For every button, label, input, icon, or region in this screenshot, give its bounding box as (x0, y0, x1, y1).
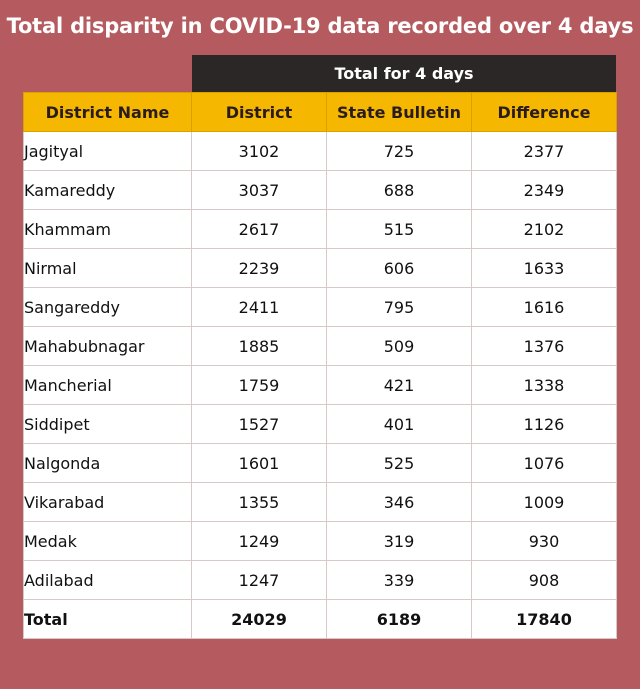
data-table: District Name District State Bulletin Di… (23, 92, 617, 639)
difference-cell: 1076 (471, 443, 617, 483)
district-value-cell: 1247 (191, 560, 327, 600)
district-value-cell: 1527 (191, 404, 327, 444)
table-row: Jagityal 3102 725 2377 (23, 131, 617, 171)
district-value-cell: 2239 (191, 248, 327, 288)
table-row: Nalgonda 1601 525 1076 (23, 443, 617, 483)
district-value-cell: 1355 (191, 482, 327, 522)
district-name-cell: Vikarabad (23, 482, 192, 522)
district-value-cell: 3037 (191, 170, 327, 210)
total-row: Total 24029 6189 17840 (23, 599, 617, 639)
state-bulletin-cell: 515 (326, 209, 472, 249)
total-district-name-cell: Total (23, 599, 192, 639)
district-name-cell: Mancherial (23, 365, 192, 405)
district-name-cell: Nalgonda (23, 443, 192, 483)
state-bulletin-cell: 319 (326, 521, 472, 561)
district-name-cell: Nirmal (23, 248, 192, 288)
state-bulletin-cell: 346 (326, 482, 472, 522)
column-header-difference: Difference (471, 92, 617, 132)
table-row: Adilabad 1247 339 908 (23, 560, 617, 600)
state-bulletin-cell: 509 (326, 326, 472, 366)
district-name-cell: Khammam (23, 209, 192, 249)
state-bulletin-cell: 339 (326, 560, 472, 600)
table-row: Mancherial 1759 421 1338 (23, 365, 617, 405)
district-name-cell: Medak (23, 521, 192, 561)
state-bulletin-cell: 795 (326, 287, 472, 327)
state-bulletin-cell: 606 (326, 248, 472, 288)
table-row: Vikarabad 1355 346 1009 (23, 482, 617, 522)
state-bulletin-cell: 525 (326, 443, 472, 483)
table-row: Khammam 2617 515 2102 (23, 209, 617, 249)
district-name-cell: Siddipet (23, 404, 192, 444)
state-bulletin-cell: 421 (326, 365, 472, 405)
district-name-cell: Jagityal (23, 131, 192, 171)
difference-cell: 1616 (471, 287, 617, 327)
difference-cell: 1009 (471, 482, 617, 522)
district-value-cell: 1601 (191, 443, 327, 483)
header-row: District Name District State Bulletin Di… (23, 92, 617, 132)
table-row: Mahabubnagar 1885 509 1376 (23, 326, 617, 366)
difference-cell: 930 (471, 521, 617, 561)
column-header-district-name: District Name (23, 92, 192, 132)
column-header-state-bulletin: State Bulletin (326, 92, 472, 132)
difference-cell: 2377 (471, 131, 617, 171)
district-value-cell: 1759 (191, 365, 327, 405)
chart-title: Total disparity in COVID-19 data recorde… (6, 14, 634, 38)
district-value-cell: 1249 (191, 521, 327, 561)
total-difference-cell: 17840 (471, 599, 617, 639)
table-row: Medak 1249 319 930 (23, 521, 617, 561)
state-bulletin-cell: 688 (326, 170, 472, 210)
district-name-cell: Adilabad (23, 560, 192, 600)
difference-cell: 2349 (471, 170, 617, 210)
table-body: Jagityal 3102 725 2377 Kamareddy 3037 688 2349 K… (23, 131, 617, 639)
table-row: Kamareddy 3037 688 2349 (23, 170, 617, 210)
column-header-district: District (191, 92, 327, 132)
district-name-cell: Sangareddy (23, 287, 192, 327)
group-header: Total for 4 days (192, 55, 616, 92)
state-bulletin-cell: 725 (326, 131, 472, 171)
table-row: Sangareddy 2411 795 1616 (23, 287, 617, 327)
district-value-cell: 1885 (191, 326, 327, 366)
difference-cell: 1376 (471, 326, 617, 366)
total-state-bulletin-cell: 6189 (326, 599, 472, 639)
district-value-cell: 3102 (191, 131, 327, 171)
difference-cell: 1633 (471, 248, 617, 288)
district-name-cell: Kamareddy (23, 170, 192, 210)
difference-cell: 2102 (471, 209, 617, 249)
table-row: Nirmal 2239 606 1633 (23, 248, 617, 288)
district-value-cell: 2411 (191, 287, 327, 327)
district-name-cell: Mahabubnagar (23, 326, 192, 366)
difference-cell: 908 (471, 560, 617, 600)
difference-cell: 1338 (471, 365, 617, 405)
state-bulletin-cell: 401 (326, 404, 472, 444)
total-district-value-cell: 24029 (191, 599, 327, 639)
district-value-cell: 2617 (191, 209, 327, 249)
difference-cell: 1126 (471, 404, 617, 444)
table-row: Siddipet 1527 401 1126 (23, 404, 617, 444)
